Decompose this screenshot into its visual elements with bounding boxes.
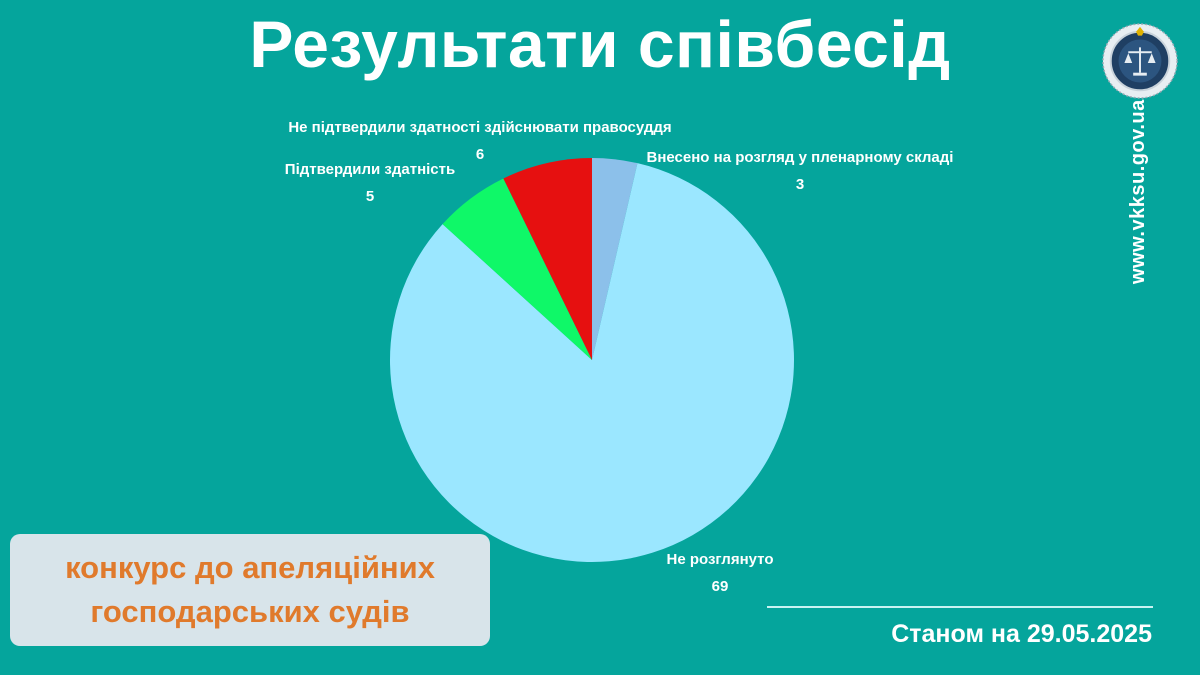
divider	[767, 606, 1153, 608]
as-of-date: Станом на 29.05.2025	[891, 620, 1152, 648]
label-plenary: Внесено на розгляд у пленарному складі 3	[630, 144, 970, 198]
competition-badge: конкурс до апеляційних господарських суд…	[10, 534, 490, 646]
label-not-considered-value: 69	[711, 578, 729, 595]
label-not-confirmed: Не підтвердили здатності здійснювати пра…	[265, 114, 695, 168]
label-confirmed-value: 5	[365, 188, 375, 205]
label-not-confirmed-name: Не підтвердили здатності здійснювати пра…	[288, 119, 672, 136]
label-plenary-name: Внесено на розгляд у пленарному складі	[646, 149, 954, 166]
slice-not-confirmed	[503, 158, 592, 360]
label-not-considered-name: Не розглянуто	[666, 551, 774, 568]
label-not-considered: Не розглянуто 69	[650, 546, 790, 600]
slice-plenary	[592, 158, 638, 360]
label-confirmed-name: Підтвердили здатність	[284, 161, 456, 178]
slice-confirmed	[442, 178, 592, 360]
page-title: Результати співбесід	[249, 7, 951, 81]
label-plenary-value: 3	[795, 176, 805, 193]
website-text: www.vkksu.gov.ua	[1127, 99, 1149, 284]
slice-not-considered	[389, 163, 794, 563]
competition-line-2: господарських судів	[90, 594, 410, 629]
hqcj-emblem-icon	[1102, 23, 1178, 99]
label-not-confirmed-value: 6	[475, 146, 485, 163]
label-confirmed: Підтвердили здатність 5	[270, 156, 470, 210]
competition-line-1: конкурс до апеляційних	[65, 550, 435, 585]
